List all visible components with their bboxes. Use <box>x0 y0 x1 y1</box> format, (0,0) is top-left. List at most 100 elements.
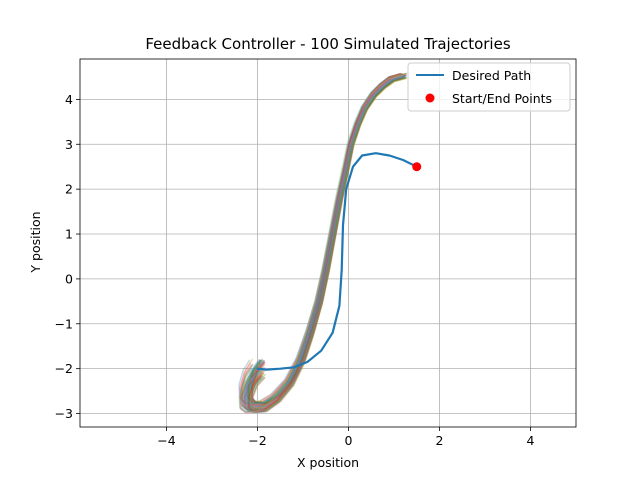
simulated-trajectory-line <box>250 74 403 407</box>
simulated-trajectory-line <box>247 77 401 404</box>
simulated-trajectory-line <box>249 75 407 413</box>
simulated-trajectory-line <box>245 74 402 412</box>
y-tick-label: 3 <box>65 137 73 152</box>
simulated-trajectory-line <box>240 77 407 407</box>
simulated-trajectory-line <box>244 75 405 412</box>
simulated-trajectory-line <box>250 76 401 413</box>
simulated-trajectory-line <box>248 73 403 407</box>
y-axis-label: Y position <box>28 211 43 273</box>
simulated-trajectory-line <box>251 76 406 409</box>
simulated-trajectory-line <box>250 77 402 406</box>
legend: Desired Path Start/End Points <box>407 62 571 112</box>
simulated-trajectory-line <box>246 77 408 409</box>
y-tick-label: −3 <box>55 406 73 421</box>
simulated-trajectory-line <box>246 76 406 408</box>
simulated-trajectory-line <box>251 74 406 414</box>
chart-title: Feedback Controller - 100 Simulated Traj… <box>145 35 510 53</box>
simulated-trajectory-line <box>243 77 401 411</box>
simulated-trajectory-line <box>239 76 405 414</box>
simulated-trajectory-line <box>248 73 402 404</box>
simulated-trajectory-line <box>248 73 402 403</box>
simulated-trajectory-line <box>250 75 406 411</box>
simulated-trajectory-line <box>249 76 402 410</box>
y-tick-label: −1 <box>55 316 73 331</box>
simulated-trajectory-line <box>250 73 407 403</box>
simulated-trajectory-line <box>248 72 407 403</box>
simulated-trajectory-line <box>239 77 402 409</box>
simulated-trajectory-line <box>248 75 403 414</box>
simulated-trajectory-line <box>251 74 405 405</box>
plot-area: −4 −2 0 2 4 −3 −2 −1 0 1 2 3 4 <box>55 58 577 448</box>
simulated-trajectory-line <box>250 76 403 404</box>
simulated-trajectory-line <box>248 75 405 413</box>
simulated-trajectory-line <box>239 77 401 413</box>
simulated-trajectory-line <box>241 76 403 406</box>
simulated-trajectory-line <box>243 76 401 409</box>
simulated-trajectory-line <box>247 74 404 412</box>
simulated-trajectory-line <box>238 77 404 413</box>
simulated-trajectory-line <box>247 74 406 414</box>
simulated-trajectory-line <box>239 74 406 405</box>
simulated-trajectory-line <box>241 74 402 411</box>
simulated-trajectory-line <box>241 74 404 413</box>
simulated-trajectory-line <box>244 72 407 408</box>
simulated-trajectory-line <box>245 75 406 405</box>
simulated-trajectory-line <box>243 75 404 409</box>
simulated-trajectory-line <box>244 74 407 410</box>
simulated-trajectory-line <box>249 73 407 409</box>
simulated-trajectory-line <box>238 74 401 413</box>
simulated-trajectory-line <box>248 74 403 412</box>
simulated-trajectory-line <box>249 74 407 403</box>
simulated-trajectory-line <box>243 76 405 408</box>
simulated-trajectory-line <box>246 76 404 408</box>
simulated-trajectory-line <box>251 73 405 407</box>
simulated-trajectory-line <box>242 74 405 411</box>
simulated-trajectory-line <box>248 76 404 404</box>
simulated-trajectory-line <box>248 74 405 407</box>
simulated-trajectory-line <box>244 73 402 406</box>
simulated-trajectory-line <box>250 72 408 404</box>
simulated-trajectory-line <box>248 74 406 409</box>
simulated-trajectory-line <box>249 74 403 411</box>
desired-path-line <box>256 152 418 371</box>
y-tick-label: 1 <box>65 227 73 242</box>
simulated-trajectory-line <box>241 74 405 403</box>
simulated-trajectory-line <box>248 74 403 409</box>
simulated-trajectory-line <box>243 75 403 411</box>
simulated-trajectory-line <box>251 77 405 412</box>
x-axis-label: X position <box>297 455 359 470</box>
simulated-trajectory-line <box>247 74 404 408</box>
simulated-trajectory-line <box>243 76 405 412</box>
simulated-trajectory-line <box>247 76 407 405</box>
simulated-trajectory-line <box>248 76 407 404</box>
simulated-trajectory-line <box>249 75 402 409</box>
x-tick-label: 2 <box>436 433 444 448</box>
simulated-trajectory-line <box>250 74 403 404</box>
simulated-trajectory-line <box>251 73 405 409</box>
simulated-trajectory-line <box>248 73 407 405</box>
x-tick-label: −2 <box>248 433 266 448</box>
simulated-trajectory-line <box>248 76 401 411</box>
simulated-trajectory-line <box>246 77 402 404</box>
simulated-trajectory-line <box>250 76 403 413</box>
y-tick-label: −2 <box>55 361 73 376</box>
simulated-trajectory-line <box>241 72 408 410</box>
simulated-trajectory-line <box>248 75 406 410</box>
simulated-trajectory-line <box>247 76 402 404</box>
simulated-trajectory-line <box>246 73 401 409</box>
simulated-trajectory-line <box>247 72 402 412</box>
simulated-trajectory-line <box>249 73 403 412</box>
simulated-trajectory-line <box>239 73 401 408</box>
simulated-trajectory-line <box>244 73 402 413</box>
legend-start-end-label: Start/End Points <box>452 91 552 106</box>
x-tick-label: 4 <box>527 433 535 448</box>
simulated-trajectory-line <box>246 75 403 410</box>
simulated-trajectory-line <box>243 73 402 412</box>
start-end-point <box>412 162 422 172</box>
simulated-trajectory-line <box>250 73 403 411</box>
y-tick-label: 4 <box>65 92 73 107</box>
simulated-trajectory-line <box>250 74 405 406</box>
legend-box <box>407 62 571 112</box>
simulated-trajectory-line <box>250 74 405 405</box>
